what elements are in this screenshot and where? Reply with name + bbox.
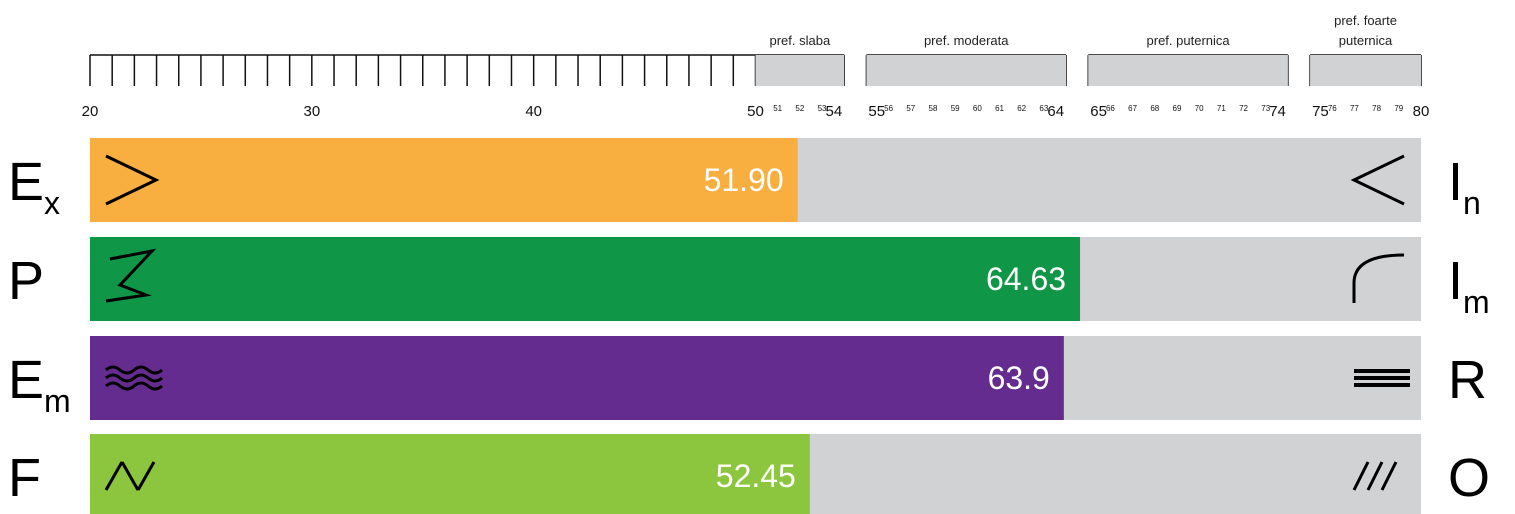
tick-label-minor: 57 — [906, 104, 915, 113]
tick-label-minor: 73 — [1261, 104, 1270, 113]
bar-row: 64.63 P Im — [8, 237, 1490, 321]
bar-fill — [90, 434, 810, 514]
less-than-icon — [1350, 154, 1405, 206]
right-dimension-label: In — [1448, 152, 1481, 221]
bar-fill — [90, 138, 798, 222]
tick-label-minor: 70 — [1195, 104, 1204, 113]
tick-label: 50 — [747, 103, 764, 120]
tick-label-minor: 63 — [1039, 104, 1048, 113]
pref-band-label: puternica — [1339, 33, 1393, 48]
slash-backslash-slash-icon — [104, 461, 156, 491]
tick-label: 64 — [1047, 103, 1064, 120]
tick-label-minor: 77 — [1350, 104, 1359, 113]
left-dimension-label: Em — [8, 350, 71, 419]
tick-labels: 20 30 40 50 54 55 64 65 74 75 80 51 52 53 56 57 58 59 60 61… — [82, 103, 1430, 120]
bar-value-label: 64.63 — [986, 261, 1066, 297]
right-dimension-label: O — [1448, 448, 1490, 508]
pref-band — [1310, 55, 1421, 86]
tick-label-minor: 76 — [1328, 104, 1337, 113]
triple-lines-icon — [1354, 369, 1410, 387]
right-dimension-label: R — [1448, 350, 1487, 410]
pref-band-label: pref. moderata — [924, 33, 1009, 48]
left-dimension-label: F — [8, 448, 41, 508]
tick-label: 30 — [303, 103, 320, 120]
waves-icon — [105, 365, 163, 391]
pref-band — [866, 55, 1067, 86]
bar-value-label: 63.9 — [988, 360, 1050, 396]
right-dimension-label: Im — [1448, 251, 1490, 320]
tick-label-minor: 66 — [1106, 104, 1115, 113]
pref-band-label: pref. puternica — [1147, 33, 1231, 48]
tick-label-minor: 58 — [929, 104, 938, 113]
pref-band-label: pref. slaba — [770, 33, 831, 48]
arc-icon — [1352, 253, 1405, 303]
bar-row: 52.45 F O — [8, 434, 1490, 514]
pref-band-label: pref. foarte — [1334, 13, 1397, 28]
tick-label: 54 — [826, 103, 843, 120]
tick-label: 75 — [1312, 103, 1329, 120]
triple-slash-icon — [1352, 461, 1398, 491]
tick-label-minor: 60 — [973, 104, 982, 113]
preference-bands: pref. slaba pref. moderata pref. puternica… — [755, 13, 1421, 86]
bar-value-label: 51.90 — [704, 162, 784, 198]
zigzag-icon — [105, 248, 157, 303]
bar-rows: 51.90 Ex In 64.63 P Im 63.9 Em R 52.45 F O — [8, 138, 1490, 514]
pref-band — [1088, 55, 1288, 86]
tick-label: 20 — [82, 103, 99, 120]
tick-label: 55 — [868, 103, 885, 120]
bar-value-label: 52.45 — [716, 458, 796, 494]
bar-fill — [90, 237, 1081, 321]
tick-label-minor: 59 — [951, 104, 960, 113]
left-dimension-label: Ex — [8, 152, 60, 221]
tick-label-minor: 62 — [1017, 104, 1026, 113]
tick-label-minor: 79 — [1394, 104, 1403, 113]
pref-band — [755, 55, 845, 86]
bar-row: 63.9 Em R — [8, 336, 1487, 420]
bar-row: 51.90 Ex In — [8, 138, 1481, 222]
tick-label-minor: 71 — [1217, 104, 1226, 113]
tick-label: 40 — [525, 103, 542, 120]
tick-label-minor: 78 — [1372, 104, 1381, 113]
tick-label-minor: 61 — [995, 104, 1004, 113]
tick-label-minor: 72 — [1239, 104, 1248, 113]
tick-label-minor: 67 — [1128, 104, 1137, 113]
tick-label: 80 — [1413, 103, 1430, 120]
tick-label: 74 — [1269, 103, 1286, 120]
tick-label-minor: 53 — [818, 104, 827, 113]
tick-label-minor: 52 — [795, 104, 804, 113]
left-dimension-label: P — [8, 251, 44, 311]
tick-label-minor: 56 — [884, 104, 893, 113]
greater-than-icon — [105, 154, 160, 206]
tick-label-minor: 69 — [1173, 104, 1182, 113]
tick-label: 65 — [1090, 103, 1107, 120]
tick-label-minor: 68 — [1150, 104, 1159, 113]
tick-label-minor: 51 — [773, 104, 782, 113]
bar-fill — [90, 336, 1064, 420]
